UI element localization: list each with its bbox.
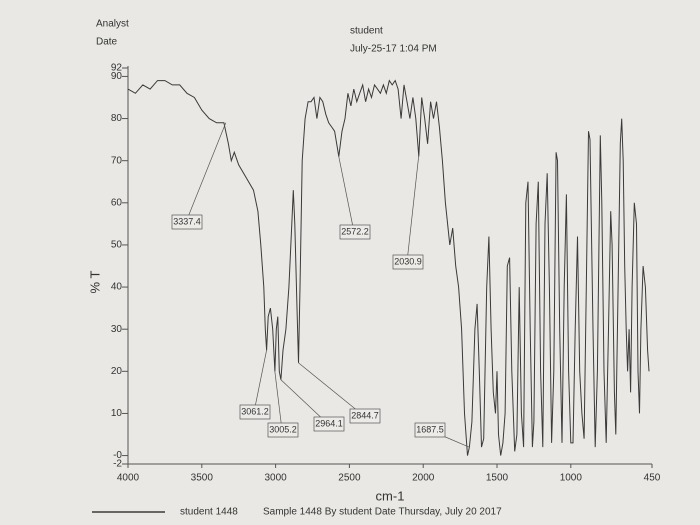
leader-line	[298, 362, 365, 417]
y-tick-label: 60	[111, 197, 123, 208]
y-tick-label: 50	[111, 240, 123, 251]
y-tick-label: 80	[111, 113, 123, 124]
y-tick-label: 30	[111, 324, 123, 335]
y-tick-label: -0	[113, 450, 122, 461]
y-axis-label: % T	[87, 271, 102, 294]
label-box	[414, 422, 446, 438]
y-tick-label: -2	[113, 459, 122, 470]
x-tick-label: 1000	[560, 473, 583, 484]
peak-label: 3005.2	[269, 424, 297, 434]
peak-label: 3061.2	[241, 406, 269, 416]
analyst-label: Analyst	[96, 19, 129, 30]
leader-line	[280, 379, 329, 425]
label-box	[339, 224, 371, 240]
y-tick-label: 70	[111, 155, 123, 166]
date: July-25-17 1:04 PM	[350, 44, 437, 55]
label-box	[349, 408, 381, 424]
x-tick-label: 2000	[412, 473, 435, 484]
peak-label: 2030.9	[394, 256, 422, 266]
label-box	[392, 254, 424, 270]
date-label: Date	[96, 37, 118, 48]
footer: Sample 1448 By student Date Thursday, Ju…	[263, 507, 502, 518]
y-tick-label: 20	[111, 366, 123, 377]
y-tick-label: 92	[111, 63, 123, 74]
x-tick-label: 3000	[264, 473, 287, 484]
x-tick-label: 2500	[338, 473, 361, 484]
y-tick-label: 90	[111, 71, 123, 82]
y-tick-label: 40	[111, 282, 123, 293]
leader-line	[253, 350, 267, 413]
x-axis-label: cm-1	[376, 488, 405, 503]
analyst: student	[350, 26, 383, 37]
leader-line	[185, 122, 227, 223]
x-tick-label: 1500	[486, 473, 509, 484]
x-tick-label: 3500	[191, 473, 214, 484]
y-tick-label: 10	[111, 408, 123, 419]
label-box	[171, 214, 203, 230]
leader-line	[406, 156, 419, 263]
peak-label: 2964.1	[315, 418, 343, 428]
peak-label: 2572.2	[341, 226, 369, 236]
legend-label: student 1448	[180, 507, 238, 518]
peak-label: 2844.7	[351, 410, 379, 420]
x-tick-label: 4000	[117, 473, 140, 484]
x-tick-label: 450	[644, 473, 661, 484]
peak-label: 1687.5	[416, 424, 444, 434]
peak-label: 3337.4	[173, 216, 201, 226]
label-box	[313, 416, 345, 432]
leader-line	[274, 371, 283, 431]
spectrum-line	[127, 79, 650, 456]
leader-line	[338, 156, 355, 233]
label-box	[239, 404, 271, 420]
label-box	[267, 422, 299, 438]
